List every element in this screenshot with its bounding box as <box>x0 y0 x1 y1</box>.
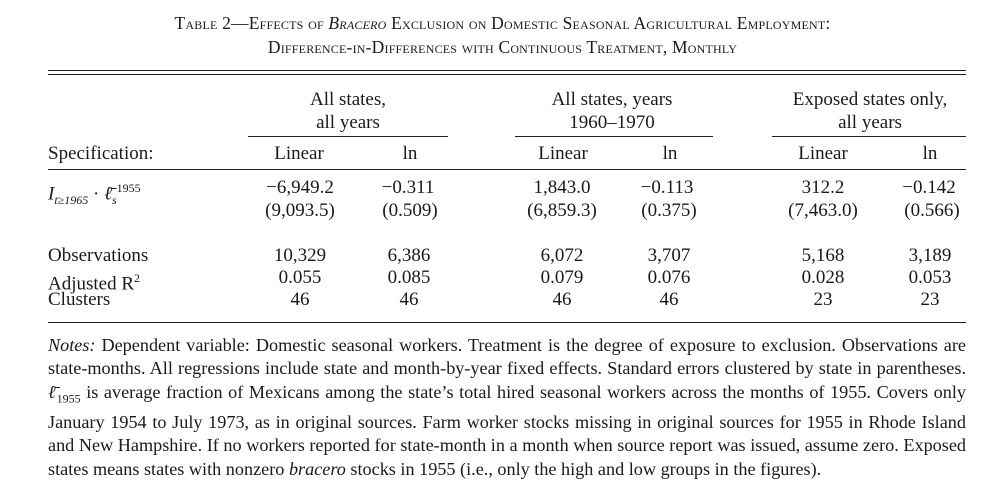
r2-2: 0.085 <box>387 267 431 288</box>
col-header-5: Linear <box>798 143 848 164</box>
group-rule-2 <box>515 136 713 137</box>
col-header-4: ln <box>662 143 678 164</box>
spec-label: Specification: <box>48 143 154 164</box>
header-rule <box>48 169 966 170</box>
stderr-2: (0.509) <box>382 200 438 221</box>
clusters-4: 46 <box>659 289 679 310</box>
obs-5: 5,168 <box>801 245 845 266</box>
estimate-4: −0.113 <box>640 177 694 198</box>
estimate-6: −0.142 <box>902 177 956 198</box>
group-header-exposed: Exposed states only, all years <box>792 89 948 133</box>
r2-4: 0.076 <box>647 267 691 288</box>
stderr-4: (0.375) <box>641 200 697 221</box>
col-header-1: Linear <box>274 143 324 164</box>
estimate-3: 1,843.0 <box>533 177 591 198</box>
obs-1: 10,329 <box>273 245 327 266</box>
group-header-all-states: All states, all years <box>310 89 386 133</box>
stderr-1: (9,093.5) <box>265 200 335 221</box>
r2-1: 0.055 <box>278 267 322 288</box>
group-header-years: All states, years 1960–1970 <box>551 89 673 133</box>
estimate-5: 312.2 <box>801 177 845 198</box>
clusters-6: 23 <box>920 289 940 310</box>
obs-2: 6,386 <box>387 245 431 266</box>
clusters-5: 23 <box>813 289 833 310</box>
bottom-rule <box>48 322 966 323</box>
group-rule-1 <box>248 136 448 137</box>
stderr-6: (0.566) <box>904 200 960 221</box>
stderr-5: (7,463.0) <box>788 200 858 221</box>
table-subtitle: Difference-in-Differences with Continuou… <box>267 37 738 57</box>
clusters-2: 46 <box>399 289 419 310</box>
obs-3: 6,072 <box>540 245 584 266</box>
table-notes: Notes: Dependent variable: Domestic seas… <box>48 335 967 479</box>
col-header-2: ln <box>402 143 418 164</box>
top-rule <box>48 70 966 71</box>
estimate-2: −0.311 <box>381 177 435 198</box>
stat-label-clusters: Clusters <box>48 289 111 310</box>
obs-6: 3,189 <box>908 245 952 266</box>
obs-4: 3,707 <box>647 245 691 266</box>
clusters-3: 46 <box>552 289 572 310</box>
group-rule-3 <box>772 136 966 137</box>
top-rule-2 <box>48 74 966 75</box>
treatment-label: It≥1965 · ℓ̄s1955 <box>48 181 141 208</box>
r2-6: 0.053 <box>908 267 952 288</box>
table-title: Table 2—Effects of Bracero Exclusion on … <box>174 13 831 33</box>
r2-5: 0.028 <box>801 267 845 288</box>
stat-label-adjusted-r2: Adjusted R2 <box>48 271 141 295</box>
r2-3: 0.079 <box>540 267 584 288</box>
col-header-6: ln <box>922 143 938 164</box>
stat-label-observations: Observations <box>48 245 149 266</box>
stderr-3: (6,859.3) <box>527 200 597 221</box>
col-header-3: Linear <box>538 143 588 164</box>
clusters-1: 46 <box>290 289 310 310</box>
estimate-1: −6,949.2 <box>266 177 334 198</box>
